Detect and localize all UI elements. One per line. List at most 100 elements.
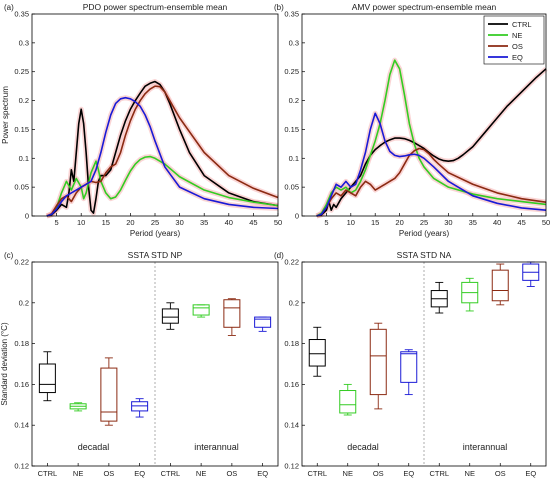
y-tick-label: 0.05	[284, 183, 299, 192]
y-tick-label: 0.12	[14, 462, 29, 471]
y-tick-label: 0.18	[284, 339, 299, 348]
series-line-ne	[316, 59, 547, 217]
y-tick-label: 0.2	[289, 96, 299, 105]
plot-frame	[301, 261, 547, 467]
box-decadal-os	[369, 328, 387, 396]
category-label: NE	[343, 469, 353, 478]
y-tick-label: 0.1	[19, 154, 29, 163]
y-tick-label: 0.35	[284, 10, 299, 19]
y-tick-label: 0	[295, 212, 299, 221]
y-tick-label: 0.14	[14, 421, 29, 430]
x-tick-label: 10	[347, 218, 355, 227]
category-label: EQ	[403, 469, 414, 478]
box-decadal-ctrl	[38, 363, 56, 394]
y-tick-label: 0.25	[14, 67, 29, 76]
box-interannual-ctrl	[161, 308, 179, 324]
series-line-ctrl	[46, 80, 279, 217]
x-tick-label: 40	[225, 218, 233, 227]
y-tick-label: 0.3	[289, 38, 299, 47]
category-label: OS	[103, 469, 114, 478]
category-label: CTRL	[161, 469, 181, 478]
x-tick-label: 10	[77, 218, 85, 227]
category-label: NE	[465, 469, 475, 478]
y-tick-label: 0.35	[14, 10, 29, 19]
group-label-interannual: interannual	[194, 442, 239, 452]
chart-title: AMV power spectrum-ensemble mean	[352, 2, 497, 12]
box-decadal-os	[100, 367, 118, 422]
box-interannual-os	[491, 269, 509, 302]
x-tick-label: 5	[55, 218, 59, 227]
x-tick-label: 50	[274, 218, 282, 227]
x-tick-label: 20	[395, 218, 403, 227]
legend-label: OS	[512, 42, 523, 51]
x-axis-label: Period (years)	[130, 229, 181, 238]
series-line-eq	[316, 112, 547, 217]
y-tick-label: 0.18	[14, 339, 29, 348]
y-tick-label: 0	[25, 212, 29, 221]
chart-title: PDO power spectrum-ensemble mean	[83, 2, 228, 12]
panel-label: (a)	[4, 3, 14, 12]
panel-label: (c)	[4, 251, 14, 260]
y-tick-label: 0.2	[19, 96, 29, 105]
x-tick-label: 30	[444, 218, 452, 227]
y-tick-label: 0.22	[14, 258, 29, 267]
category-label: EQ	[525, 469, 536, 478]
y-tick-label: 0.12	[284, 462, 299, 471]
x-tick-label: 15	[371, 218, 379, 227]
group-label-interannual: interannual	[463, 442, 508, 452]
x-tick-label: 30	[175, 218, 183, 227]
y-axis-label: Standard deviation (°C)	[0, 322, 9, 406]
box-decadal-ne	[339, 390, 357, 414]
category-label: EQ	[257, 469, 268, 478]
panel-label: (b)	[274, 3, 284, 12]
category-label: OS	[226, 469, 237, 478]
y-tick-label: 0.25	[284, 67, 299, 76]
box-decadal-eq	[131, 401, 149, 412]
series-line-ctrl	[316, 68, 547, 217]
chart-title: SSTA STD NA	[397, 250, 452, 260]
legend-label: CTRL	[512, 20, 532, 29]
y-tick-label: 0.15	[284, 125, 299, 134]
y-tick-label: 0.3	[19, 38, 29, 47]
series-line-os	[46, 85, 279, 217]
x-tick-label: 35	[200, 218, 208, 227]
x-tick-label: 5	[324, 218, 328, 227]
series-line-os	[316, 147, 547, 217]
y-tick-label: 0.14	[284, 421, 299, 430]
y-tick-label: 0.1	[289, 154, 299, 163]
box-interannual-os	[223, 299, 241, 328]
x-tick-label: 35	[469, 218, 477, 227]
box-decadal-ctrl	[308, 339, 326, 367]
y-tick-label: 0.2	[19, 298, 29, 307]
x-tick-label: 15	[102, 218, 110, 227]
y-tick-label: 0.2	[289, 298, 299, 307]
plot-frame	[31, 261, 279, 467]
legend-label: EQ	[512, 53, 523, 62]
y-tick-label: 0.16	[284, 380, 299, 389]
y-tick-label: 0.15	[14, 125, 29, 134]
series-line-ne	[46, 155, 279, 217]
category-label: OS	[495, 469, 506, 478]
chart-title: SSTA STD NP	[128, 250, 183, 260]
group-label-decadal: decadal	[78, 442, 110, 452]
box-decadal-eq	[400, 351, 418, 383]
legend-label: NE	[512, 31, 522, 40]
y-tick-label: 0.16	[14, 380, 29, 389]
x-axis-label: Period (years)	[399, 229, 450, 238]
category-label: CTRL	[429, 469, 449, 478]
box-interannual-eq	[254, 316, 272, 328]
category-label: OS	[373, 469, 384, 478]
box-interannual-ne	[192, 304, 210, 316]
category-label: NE	[196, 469, 206, 478]
x-tick-label: 50	[542, 218, 550, 227]
y-tick-label: 0.05	[14, 183, 29, 192]
category-label: NE	[73, 469, 83, 478]
category-label: EQ	[134, 469, 145, 478]
category-label: CTRL	[307, 469, 327, 478]
panel-label: (d)	[274, 251, 284, 260]
x-tick-label: 45	[517, 218, 525, 227]
group-label-decadal: decadal	[347, 442, 379, 452]
x-tick-label: 25	[420, 218, 428, 227]
x-tick-label: 20	[126, 218, 134, 227]
